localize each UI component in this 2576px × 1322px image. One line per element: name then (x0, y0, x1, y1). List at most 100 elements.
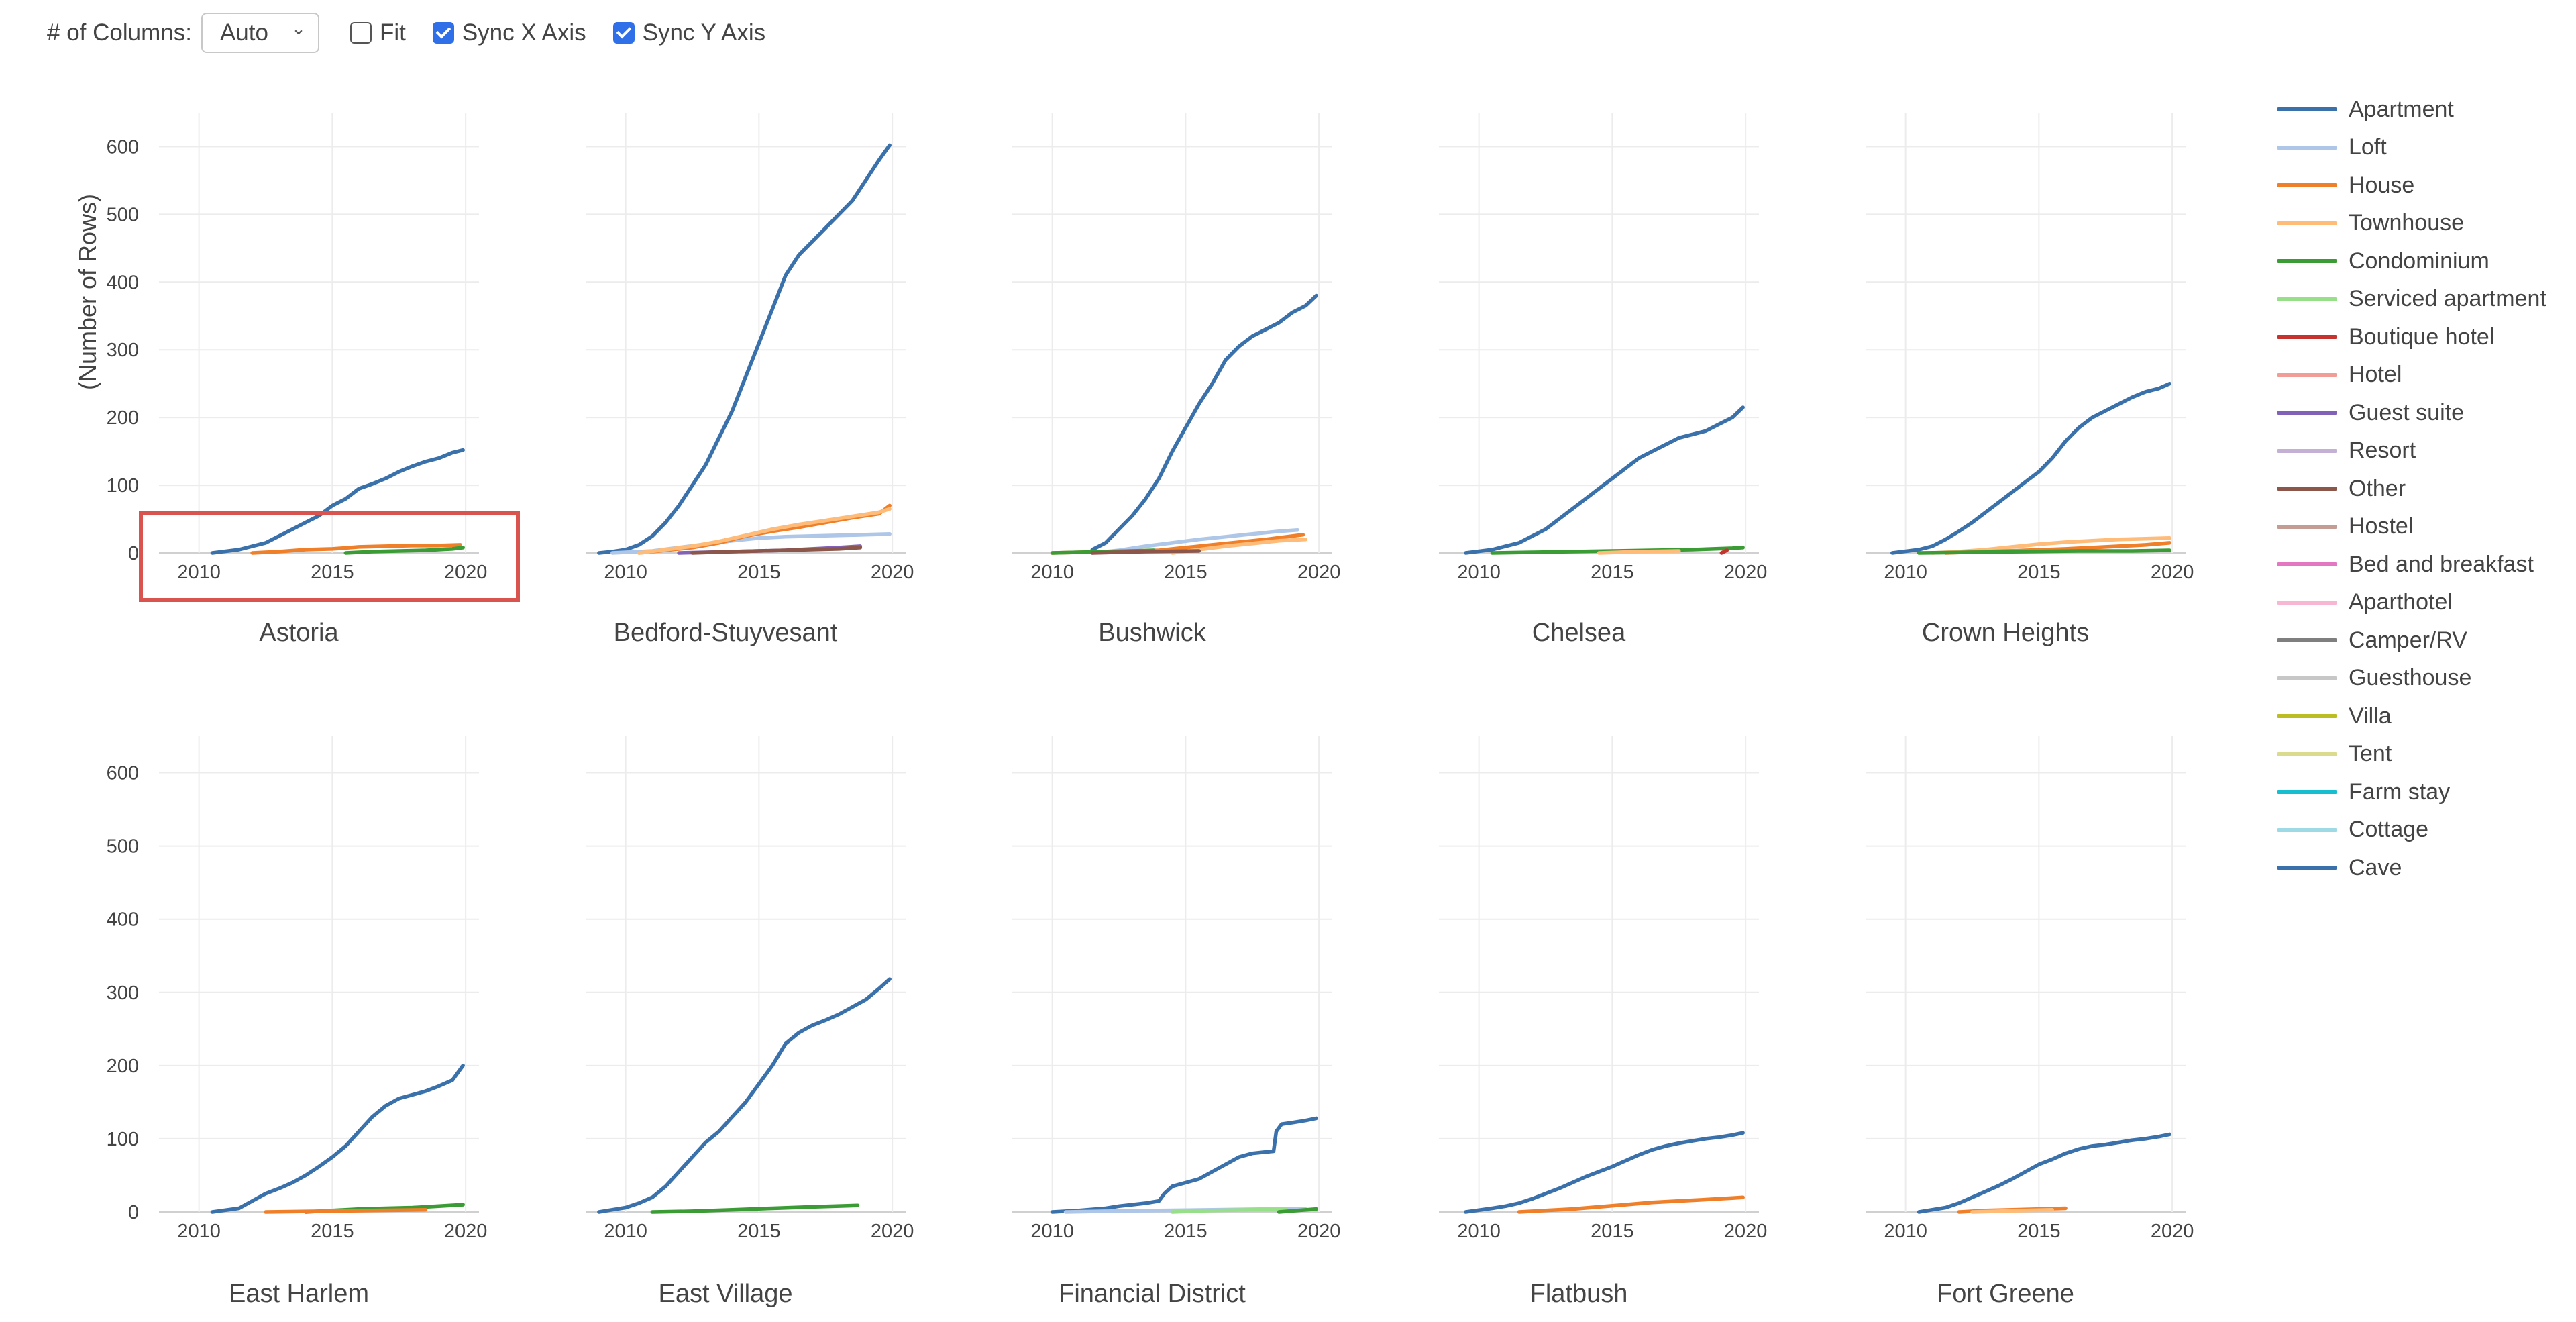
series-line (597, 143, 892, 555)
legend-swatch (2277, 335, 2337, 340)
legend-label: Farm stay (2349, 778, 2451, 805)
y-tick-label: 0 (128, 1202, 139, 1223)
series-line (1277, 1207, 1318, 1214)
legend-item[interactable]: Villa (2277, 697, 2546, 735)
y-tick-label: 300 (107, 982, 139, 1004)
legend-item[interactable]: Serviced apartment (2277, 281, 2546, 319)
x-tick-label: 2010 (1457, 562, 1501, 583)
series-line (1917, 1132, 2171, 1214)
legend-swatch (2277, 259, 2337, 264)
x-tick-label: 2020 (871, 1221, 914, 1242)
legend-swatch (2277, 866, 2337, 870)
x-tick-label: 2020 (1724, 562, 1768, 583)
series-line (210, 448, 465, 555)
series-line (1517, 1195, 1745, 1214)
legend-item[interactable]: Loft (2277, 129, 2546, 167)
y-tick-label: 500 (107, 204, 139, 225)
x-tick-label: 2010 (177, 1221, 221, 1242)
x-tick-label: 2015 (2017, 562, 2061, 583)
legend-label: Apartment (2349, 96, 2454, 122)
legend-item[interactable]: Cottage (2277, 811, 2546, 850)
panel-title: Bedford-Stuyvesant (614, 619, 838, 647)
legend-item[interactable]: Tent (2277, 735, 2546, 774)
legend-swatch (2277, 145, 2337, 150)
legend-label: Serviced apartment (2349, 286, 2546, 312)
sync-x-checkbox-box[interactable] (432, 22, 454, 44)
sync-x-checkbox[interactable]: Sync X Axis (432, 19, 586, 46)
sync-y-checkbox-box[interactable] (612, 22, 635, 44)
x-tick-label: 2010 (604, 562, 647, 583)
chevron-down-icon: ⌄ (291, 18, 306, 38)
legend-item[interactable]: Guest suite (2277, 394, 2546, 432)
legend-label: Other (2349, 475, 2406, 501)
x-tick-label: 2010 (604, 1221, 647, 1242)
legend-item[interactable]: House (2277, 166, 2546, 205)
chart-legend: Apartment Loft House Townhouse Condominium Se… (2277, 91, 2546, 887)
series-line (264, 1207, 428, 1214)
legend-item[interactable]: Camper/RV (2277, 621, 2546, 660)
x-tick-label: 2015 (1164, 1221, 1208, 1242)
legend-label: Condominium (2349, 248, 2489, 274)
series-line (637, 507, 892, 555)
legend-item[interactable]: Hotel (2277, 356, 2546, 395)
series-line (1719, 548, 1729, 555)
legend-swatch (2277, 752, 2337, 756)
columns-select[interactable]: Auto ⌄ (201, 13, 319, 53)
panel-title: East Village (659, 1280, 793, 1308)
series-line (250, 543, 462, 555)
legend-label: Cave (2349, 854, 2402, 880)
x-tick-label: 2010 (1030, 562, 1074, 583)
y-tick-label: 500 (107, 836, 139, 858)
legend-label: Aparthotel (2349, 589, 2453, 615)
y-tick-label: 300 (107, 340, 139, 361)
legend-swatch (2277, 638, 2337, 643)
series-line (1597, 549, 1681, 555)
x-tick-label: 2015 (1164, 562, 1208, 583)
legend-item[interactable]: Hostel (2277, 508, 2546, 546)
sync-y-checkbox[interactable]: Sync Y Axis (612, 19, 765, 46)
x-tick-label: 2020 (1297, 1221, 1341, 1242)
legend-item[interactable]: Resort (2277, 432, 2546, 470)
legend-label: Villa (2349, 703, 2392, 729)
legend-item[interactable]: Apartment (2277, 91, 2546, 129)
legend-swatch (2277, 411, 2337, 415)
y-axis-label: (Number of Rows) (74, 194, 101, 390)
legend-item[interactable]: Aparthotel (2277, 584, 2546, 622)
x-tick-label: 2010 (1884, 562, 1927, 583)
legend-label: Guest suite (2349, 399, 2464, 425)
fit-label: Fit (379, 19, 406, 46)
y-tick-label: 600 (107, 763, 139, 784)
fit-checkbox-box[interactable] (350, 22, 372, 44)
legend-swatch (2277, 183, 2337, 188)
x-tick-label: 2020 (444, 1221, 488, 1242)
series-line (1917, 548, 2171, 555)
x-tick-label: 2015 (737, 562, 781, 583)
legend-item[interactable]: Cave (2277, 849, 2546, 887)
legend-item[interactable]: Townhouse (2277, 205, 2546, 243)
fit-checkbox[interactable]: Fit (350, 19, 406, 46)
legend-swatch (2277, 524, 2337, 529)
y-tick-label: 400 (107, 909, 139, 931)
legend-swatch (2277, 600, 2337, 605)
panel-title: Flatbush (1530, 1280, 1628, 1308)
legend-item[interactable]: Farm stay (2277, 773, 2546, 811)
x-tick-label: 2020 (871, 562, 914, 583)
x-tick-label: 2015 (737, 1221, 781, 1242)
legend-item[interactable]: Guesthouse (2277, 660, 2546, 698)
y-tick-label: 100 (107, 475, 139, 497)
legend-swatch (2277, 107, 2337, 112)
legend-item[interactable]: Condominium (2277, 242, 2546, 281)
legend-item[interactable]: Boutique hotel (2277, 318, 2546, 356)
series-line (597, 977, 892, 1214)
legend-item[interactable]: Bed and breakfast (2277, 546, 2546, 584)
legend-swatch (2277, 448, 2337, 453)
x-tick-label: 2015 (1591, 1221, 1634, 1242)
panel-title: Astoria (259, 619, 339, 647)
x-tick-label: 2015 (2017, 1221, 2061, 1242)
legend-label: Townhouse (2349, 210, 2465, 236)
y-tick-label: 0 (128, 543, 139, 564)
y-tick-label: 600 (107, 136, 139, 158)
x-tick-label: 2020 (444, 562, 488, 583)
y-tick-label: 100 (107, 1129, 139, 1150)
legend-item[interactable]: Other (2277, 470, 2546, 508)
